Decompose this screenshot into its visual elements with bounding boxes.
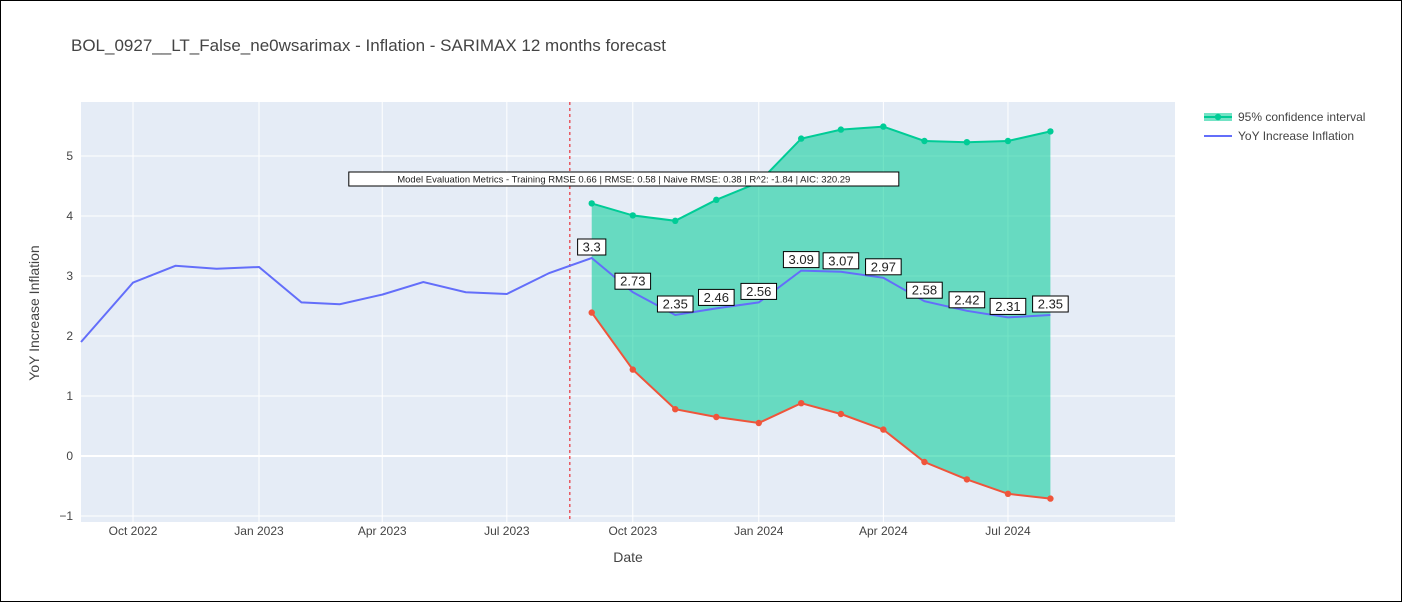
x-tick-label: Jul 2023 [484,524,530,538]
data-label-box [865,258,902,276]
y-tick-label: 3 [66,269,73,283]
y-tick-label: 0 [66,449,73,463]
upper-bound-point [588,200,595,207]
x-tick-label: Jul 2024 [985,524,1031,538]
data-label: 3.3 [583,240,601,255]
lower-bound-point [963,476,971,483]
data-label: 2.31 [995,299,1020,314]
data-label-box [656,295,694,313]
data-label-box [989,297,1027,315]
data-label: 3.07 [828,253,853,268]
chart-title: BOL_0927__LT_False_ne0wsarimax - Inflati… [71,36,666,55]
lower-bound-point [1004,490,1012,497]
lower-bound-point [798,400,805,407]
metrics-annotation-box [348,171,900,187]
lower-bound-point [629,366,636,373]
y-tick-label: 4 [66,209,73,223]
y-tick-label: 5 [66,149,73,163]
upper-bound-point [880,123,887,130]
data-label: 2.42 [954,292,979,307]
upper-bound-point [837,126,845,133]
data-label: 2.35 [663,297,688,312]
legend[interactable]: 95% confidence interval YoY Increase Infl… [1204,110,1365,143]
upper-bound-point [1047,128,1054,135]
lower-bound-point [713,413,720,421]
inflation-line [80,256,1051,343]
data-label-box [698,288,735,306]
legend-label: YoY Increase Inflation [1238,129,1354,143]
data-label: 3.09 [789,252,814,267]
upper-bound-point [629,212,636,219]
upper-bound-point [713,196,720,203]
y-tick-label: 2 [66,329,73,343]
upper-bound-point [921,137,928,145]
data-label: 2.35 [1038,297,1063,312]
x-tick-label: Jan 2024 [734,524,784,538]
metrics-annotation-group: Model Evaluation Metrics - Training RMSE… [348,171,900,187]
x-tick-label: Jan 2023 [234,524,284,538]
upper-bound-line [591,125,1051,222]
x-tick-label: Apr 2024 [859,524,908,538]
y-axis-ticks: −1 0 1 2 3 4 5 [59,149,73,523]
x-axis-title: Date [613,549,643,565]
lower-bound-point [837,410,845,418]
lower-bound-point [755,419,762,427]
series-lines [80,125,1051,500]
x-tick-label: Oct 2023 [608,524,657,538]
lower-bound-point [588,309,595,316]
confidence-band-area [591,126,1051,499]
x-tick-label: Apr 2023 [358,524,407,538]
y-axis-title: YoY Increase Inflation [26,245,42,380]
data-label: 2.56 [746,284,771,299]
data-label: 2.46 [704,290,729,305]
legend-label: 95% confidence interval [1238,110,1365,124]
lower-bound-line [590,312,1051,500]
data-label-box [822,252,860,270]
x-tick-label: Oct 2022 [109,524,158,538]
legend-swatch-marker [1214,113,1222,121]
data-label-box [577,238,607,256]
confidence-band [591,126,1051,499]
metrics-annotation: Model Evaluation Metrics - Training RMSE… [397,175,850,186]
legend-item-inflation[interactable]: YoY Increase Inflation [1204,129,1354,143]
data-label-box [1032,295,1069,313]
y-tick-label: 1 [66,389,73,403]
lower-bound-point [1047,495,1054,502]
lower-bound-point [921,458,928,466]
data-label-box [948,291,986,309]
data-label-box [906,281,943,299]
upper-bound-point [1004,137,1012,145]
data-labels: 3.3 2.73 2.35 2.46 2.56 3.09 3.07 2.97 2.58 2.42 2… [577,238,1069,315]
lower-bound-point [880,426,887,433]
data-label-box [614,272,652,290]
data-label: 2.58 [912,283,937,298]
upper-bound-point [963,139,971,146]
lower-bound-point [672,406,679,413]
x-axis-ticks: Oct 2022 Jan 2023 Apr 2023 Jul 2023 Oct 2023… [109,524,1031,538]
y-tick-label: −1 [59,509,73,523]
legend-item-confidence-interval[interactable]: 95% confidence interval [1204,110,1365,124]
upper-bound-point [672,217,679,224]
data-label: 2.73 [620,274,645,289]
data-label: 2.97 [871,259,896,274]
data-label-box [782,251,820,269]
data-label-box [740,282,778,300]
upper-bound-point [798,135,805,142]
